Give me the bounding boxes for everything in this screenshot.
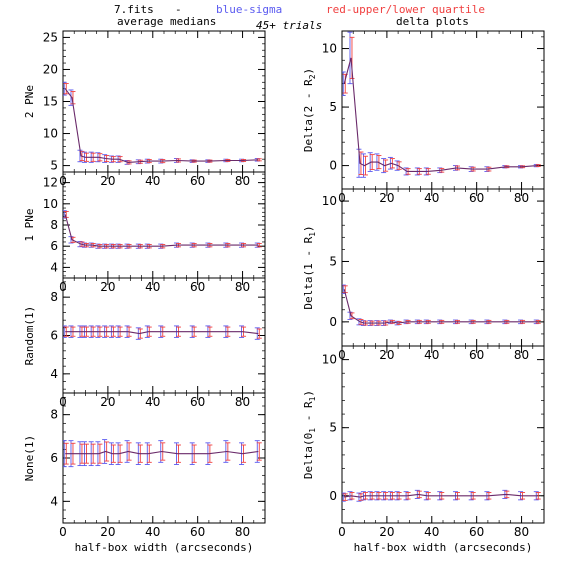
y-tick-label: 8	[50, 290, 58, 304]
right-column-title: delta plots	[396, 15, 469, 28]
y-tick-label: 4	[50, 367, 58, 381]
x-tick-label: 40	[424, 525, 439, 539]
y-tick-label: 8	[50, 218, 58, 232]
x-tick-label: 80	[235, 174, 250, 188]
x-tick-label: 80	[235, 280, 250, 294]
panel-right-2: 0 5 10 0 20 40 60 80 Delta(01 - R1) half-box widt…	[302, 345, 545, 554]
y-axis-label: Delta(2 - R2)	[302, 68, 317, 152]
median-line	[344, 493, 538, 498]
x-axis-label: half-box width (arcseconds)	[75, 541, 254, 554]
y-tick-label: 6	[50, 239, 58, 253]
y-axis-label: Delta(1 - R1)	[302, 225, 317, 309]
left-column-title: average medians	[117, 15, 216, 28]
header-blue-note: blue-sigma	[216, 3, 282, 16]
y-tick-label: 20	[43, 62, 58, 76]
panel-left-2: 4 6 80 20 40 60 80 Random(1)	[23, 277, 266, 409]
y-tick-label: 10	[322, 194, 337, 208]
x-tick-label: 20	[100, 174, 115, 188]
y-tick-label: 5	[329, 100, 337, 114]
x-tick-label: 60	[469, 525, 484, 539]
x-tick-label: 20	[100, 280, 115, 294]
y-tick-label: 25	[43, 30, 58, 44]
panel-frame	[62, 30, 266, 173]
y-tick-label: 15	[43, 95, 58, 109]
y-tick-label: 4	[50, 494, 58, 508]
median-line	[343, 57, 538, 172]
y-tick-label: 10	[43, 127, 58, 141]
x-tick-label: 20	[379, 191, 394, 205]
y-tick-label: 8	[50, 408, 58, 422]
y-tick-label: 5	[329, 254, 337, 268]
y-tick-label: 0	[329, 489, 337, 503]
x-tick-label: 40	[145, 174, 160, 188]
y-tick-label: 5	[329, 421, 337, 435]
y-tick-label: 12	[43, 176, 58, 190]
y-axis-label: None(1)	[23, 435, 36, 481]
y-tick-label: 10	[322, 42, 337, 56]
x-tick-label: 20	[100, 395, 115, 409]
data-layer	[63, 325, 262, 340]
y-tick-label: 10	[43, 197, 58, 211]
median-line	[343, 289, 538, 324]
y-tick-label: 5	[50, 159, 58, 173]
y-tick-label: 0	[329, 315, 337, 329]
x-tick-label: 40	[145, 525, 160, 539]
x-tick-label: 60	[190, 280, 205, 294]
data-layer	[342, 284, 541, 326]
x-tick-label: 40	[424, 348, 439, 362]
x-tick-label: 60	[469, 191, 484, 205]
median-line	[65, 450, 259, 455]
header-red-note: red-upper/lower quartile	[326, 3, 485, 16]
x-tick-label: 60	[469, 348, 484, 362]
x-tick-label: 80	[514, 525, 529, 539]
data-layer	[63, 81, 262, 165]
y-axis-label: Delta(01 - R1)	[302, 390, 317, 479]
x-tick-label: 60	[190, 525, 205, 539]
header-dash: -	[175, 3, 182, 16]
median-line	[65, 331, 259, 335]
x-tick-label: 40	[424, 191, 439, 205]
y-tick-label: 0	[329, 159, 337, 173]
data-layer	[63, 439, 262, 468]
data-layer	[342, 489, 541, 502]
y-tick-label: 6	[50, 329, 58, 343]
x-tick-label: 80	[235, 525, 250, 539]
x-tick-label: 20	[379, 348, 394, 362]
x-tick-label: 40	[145, 280, 160, 294]
median-line	[64, 88, 259, 163]
y-tick-label: 4	[50, 260, 58, 274]
median-line	[64, 214, 259, 247]
x-tick-label: 60	[190, 174, 205, 188]
x-tick-label: 20	[379, 525, 394, 539]
data-layer	[63, 210, 262, 249]
x-tick-label: 80	[235, 395, 250, 409]
x-tick-label: 80	[514, 348, 529, 362]
x-tick-label: 0	[338, 525, 346, 539]
x-tick-label: 80	[514, 191, 529, 205]
x-tick-label: 20	[100, 525, 115, 539]
y-axis-label: Random(1)	[23, 306, 36, 366]
y-axis-label: 1 PNe	[23, 208, 36, 241]
x-tick-label: 40	[145, 395, 160, 409]
header-trials: 45+ trials	[256, 19, 322, 32]
y-tick-label: 6	[50, 451, 58, 465]
x-tick-label: 60	[190, 395, 205, 409]
data-layer	[342, 31, 541, 178]
y-axis-label: 2 PNe	[23, 85, 36, 118]
x-tick-label: 0	[59, 525, 67, 539]
header-file: 7.fits	[114, 3, 154, 16]
figure-header: 7.fits - blue-sigma red-upper/lower quar…	[114, 3, 485, 32]
y-tick-label: 10	[322, 353, 337, 367]
x-axis-label: half-box width (arcseconds)	[354, 541, 533, 554]
